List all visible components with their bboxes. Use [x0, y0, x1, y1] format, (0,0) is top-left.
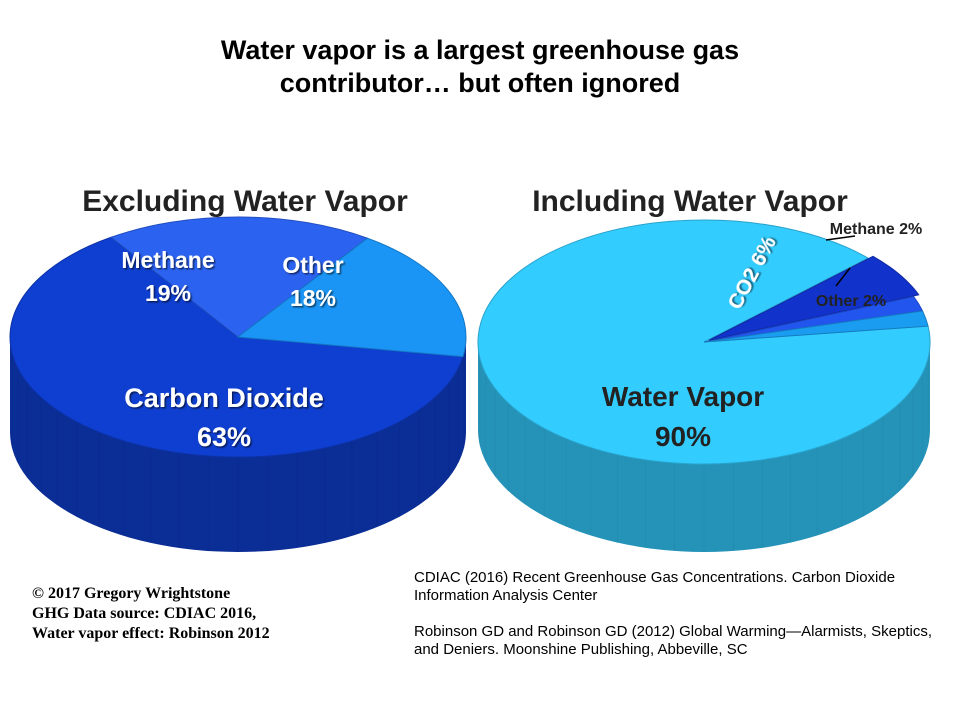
- credits: © 2017 Gregory Wrightstone GHG Data sour…: [32, 584, 270, 644]
- value-other-left: 18%: [290, 285, 336, 311]
- pie-slice-carbon-dioxide: [9, 236, 464, 458]
- credits-line-2: GHG Data source: CDIAC 2016,: [32, 605, 257, 622]
- pie-excluding-water-vapor: Excluding Water Vapor Methane 19% Other …: [9, 185, 467, 552]
- pie-slice-co2: [708, 255, 920, 341]
- pie-left-slices: [9, 216, 467, 458]
- callout-line-other: [835, 267, 851, 287]
- pie-side-right: [478, 342, 930, 552]
- callout-other: Other 2%: [816, 293, 886, 310]
- credits-line-1: © 2017 Gregory Wrightstone: [32, 585, 231, 602]
- value-methane-left: 19%: [145, 280, 191, 306]
- callout-line-methane: [825, 235, 856, 241]
- value-water-vapor: 90%: [655, 421, 711, 452]
- reference-cdiac: CDIAC (2016) Recent Greenhouse Gas Conce…: [414, 569, 896, 604]
- pie-slice-methane: [110, 216, 369, 338]
- reference-robinson: Robinson GD and Robinson GD (2012) Globa…: [414, 623, 932, 658]
- slide-title-line-2: contributor… but often ignored: [279, 68, 681, 98]
- pie-right-slices: [477, 219, 931, 465]
- label-water-vapor: Water Vapor: [602, 381, 764, 412]
- pie-right-depth: [478, 342, 930, 552]
- label-other-left: Other: [282, 252, 343, 278]
- credits-line-3: Water vapor effect: Robinson 2012: [32, 625, 270, 642]
- slide-title-line-1: Water vapor is a largest greenhouse gas: [220, 35, 740, 65]
- pie-left-title: Excluding Water Vapor: [82, 185, 408, 218]
- label-co2-left: Carbon Dioxide: [124, 383, 324, 413]
- label-methane-left: Methane: [121, 247, 214, 273]
- slide-title: Water vapor is a largest greenhouse gas …: [0, 34, 960, 100]
- pie-slice-other: [236, 237, 467, 358]
- pie-left-depth: [10, 337, 466, 552]
- pie-including-water-vapor: Including Water Vapor Water Vapor 90% CO…: [477, 185, 931, 552]
- value-co2-left: 63%: [197, 422, 251, 452]
- references: CDIAC (2016) Recent Greenhouse Gas Conce…: [414, 569, 934, 677]
- pie-slice-other: [703, 310, 929, 343]
- callout-methane: Methane 2%: [830, 221, 922, 238]
- pie-right-title: Including Water Vapor: [532, 185, 848, 218]
- pie-side-left: [10, 337, 466, 552]
